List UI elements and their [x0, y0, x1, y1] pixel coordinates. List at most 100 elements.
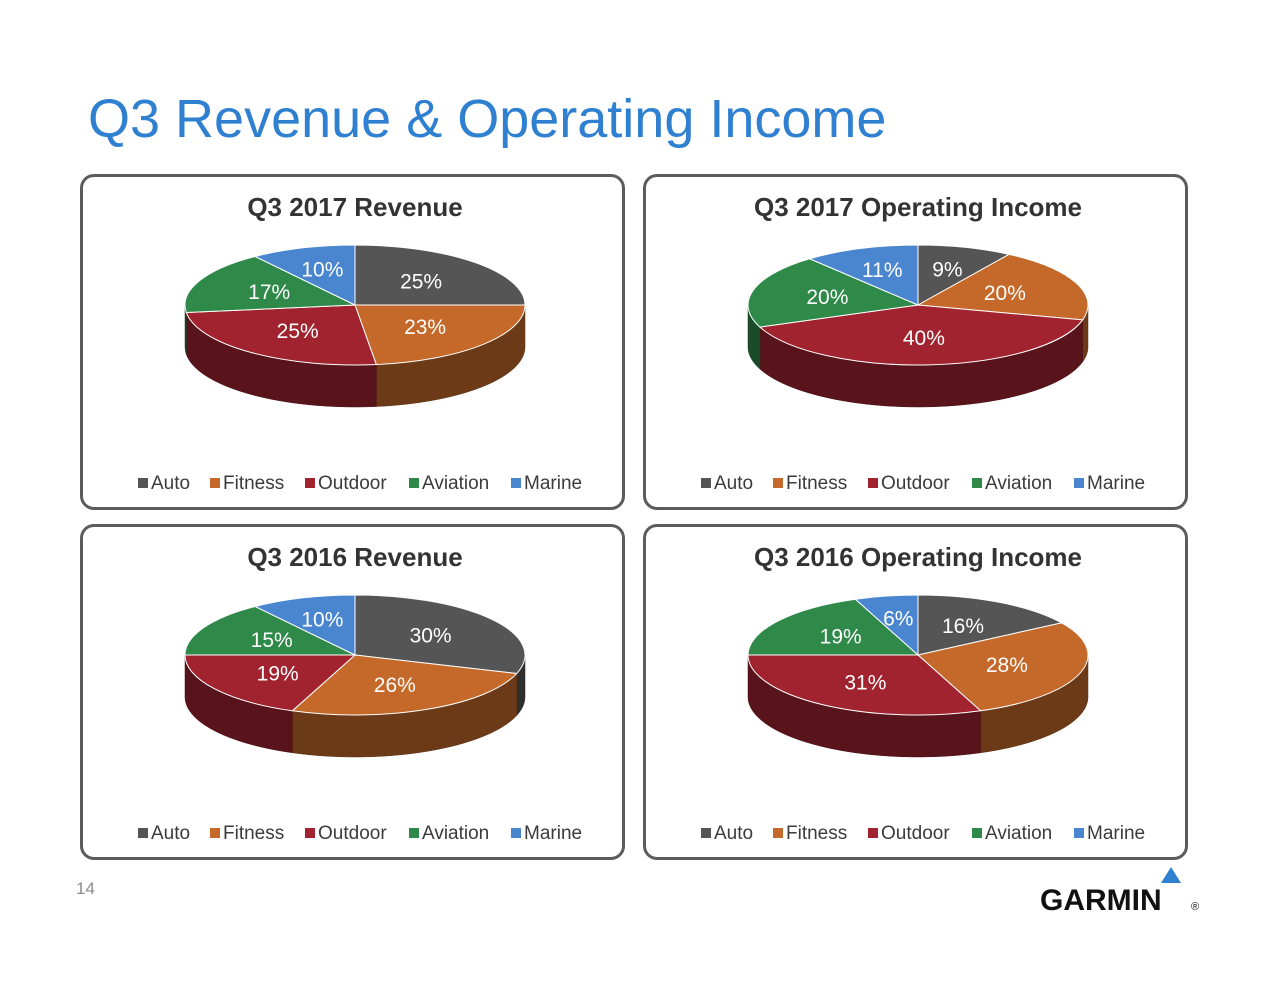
legend-label-marine: Marine	[1087, 473, 1145, 494]
pie-slice-auto	[917, 244, 1011, 306]
chart-legend: Auto Fitness Outdoor Aviation Marine	[701, 823, 1145, 844]
pie-slice-auto	[917, 594, 1063, 656]
legend-swatch-outdoor	[868, 828, 878, 838]
data-label-outdoor: 25%	[277, 320, 319, 343]
data-label-marine: 6%	[883, 608, 913, 631]
legend-label-auto: Auto	[714, 823, 753, 844]
pie-side-walls	[184, 654, 526, 758]
pie-slice-fitness	[916, 253, 1089, 321]
legend-label-aviation: Aviation	[422, 823, 489, 844]
pie-slices	[184, 594, 526, 716]
data-label-auto: 9%	[932, 258, 962, 281]
pie-slice-aviation	[184, 255, 356, 314]
pie-chart-q3-2017-operating-income: Q3 2017 Operating Income 9% 20% 40% 20% 11% Au…	[701, 192, 1145, 494]
legend-swatch-outdoor	[305, 828, 315, 838]
legend-swatch-aviation	[972, 478, 982, 488]
pie-slices	[747, 244, 1089, 366]
pie-slice-marine	[808, 244, 919, 306]
chart-title: Q3 2017 Revenue	[247, 192, 462, 222]
pie-slice-marine	[854, 594, 919, 657]
chart-panel-q3-2016-revenue: Q3 2016 Revenue 30% 26% 19% 15% 10% Auto Fitnes…	[80, 524, 625, 860]
pie-slices	[184, 244, 526, 366]
pie-slice-auto	[354, 594, 526, 675]
chart-title: Q3 2016 Operating Income	[754, 542, 1082, 572]
data-label-auto: 30%	[410, 625, 452, 648]
legend-label-outdoor: Outdoor	[318, 473, 387, 494]
pie-chart-q3-2016-operating-income: Q3 2016 Operating Income 16%28% 31% 19% 6% Au…	[701, 542, 1145, 844]
chart-panel-q3-2017-revenue: Q3 2017 Revenue 25% 23% 25% 17% 10% Auto Fitnes…	[80, 174, 625, 510]
legend-swatch-fitness	[210, 478, 220, 488]
data-label-auto: 16%	[942, 615, 984, 638]
legend-swatch-marine	[1074, 478, 1084, 488]
legend-swatch-outdoor	[868, 478, 878, 488]
data-label-aviation: 15%	[251, 629, 293, 652]
garmin-logo: GARMIN ®	[1040, 867, 1199, 914]
legend-label-aviation: Aviation	[985, 473, 1052, 494]
legend-label-aviation: Aviation	[985, 823, 1052, 844]
pie-slice-auto	[354, 244, 526, 306]
legend-swatch-fitness	[210, 828, 220, 838]
logo-wordmark: GARMIN	[1040, 884, 1162, 914]
legend-label-outdoor: Outdoor	[318, 823, 387, 844]
legend-swatch-auto	[701, 478, 711, 488]
data-label-outdoor: 40%	[903, 327, 945, 350]
legend-label-fitness: Fitness	[786, 473, 847, 494]
pie-slice-outdoor	[747, 654, 982, 716]
legend-swatch-aviation	[409, 828, 419, 838]
legend-swatch-outdoor	[305, 478, 315, 488]
chart-title: Q3 2016 Revenue	[247, 542, 462, 572]
data-label-outdoor: 19%	[257, 663, 299, 686]
data-label-marine: 11%	[862, 259, 902, 282]
legend-swatch-marine	[1074, 828, 1084, 838]
legend-swatch-auto	[138, 828, 148, 838]
pie-slice-outdoor	[185, 304, 378, 366]
chart-legend: Auto Fitness Outdoor Aviation Marine	[701, 473, 1145, 494]
page-number: 14	[76, 879, 95, 898]
data-label-outdoor: 31%	[844, 671, 886, 694]
legend-label-fitness: Fitness	[223, 473, 284, 494]
pie-slice-marine	[253, 244, 356, 306]
pie-slice-fitness	[916, 622, 1089, 712]
legend-label-auto: Auto	[151, 823, 190, 844]
pie-slice-aviation	[184, 605, 356, 656]
data-label-aviation: 20%	[806, 286, 848, 309]
legend-label-auto: Auto	[714, 473, 753, 494]
pie-slices	[747, 594, 1089, 716]
data-label-fitness: 26%	[374, 674, 416, 697]
legend-label-marine: Marine	[1087, 823, 1145, 844]
chart-panel-q3-2017-operating-income: Q3 2017 Operating Income 9% 20% 40% 20% 11% Au…	[643, 174, 1188, 510]
data-label-aviation: 19%	[820, 626, 862, 649]
legend-swatch-aviation	[409, 478, 419, 488]
pie-slice-outdoor	[184, 654, 357, 712]
data-label-aviation: 17%	[248, 281, 290, 304]
pie-slice-marine	[253, 594, 356, 656]
legend-label-outdoor: Outdoor	[881, 473, 950, 494]
pie-slice-aviation	[747, 258, 920, 328]
legend-swatch-auto	[138, 478, 148, 488]
data-label-marine: 10%	[301, 609, 343, 632]
pie-chart-q3-2017-revenue: Q3 2017 Revenue 25% 23% 25% 17% 10% Auto Fitnes…	[138, 192, 582, 494]
legend-swatch-marine	[511, 828, 521, 838]
legend-swatch-aviation	[972, 828, 982, 838]
legend-swatch-auto	[701, 828, 711, 838]
legend-label-marine: Marine	[524, 473, 582, 494]
pie-chart-q3-2016-revenue: Q3 2016 Revenue 30% 26% 19% 15% 10% Auto Fitnes…	[138, 542, 582, 844]
logo-triangle-icon	[1161, 867, 1181, 883]
chart-legend: Auto Fitness Outdoor Aviation Marine	[138, 823, 582, 844]
legend-label-fitness: Fitness	[223, 823, 284, 844]
data-label-fitness: 20%	[984, 282, 1026, 305]
pie-slice-fitness	[291, 654, 518, 716]
chart-legend: Auto Fitness Outdoor Aviation Marine	[138, 473, 582, 494]
logo-registered-mark: ®	[1191, 901, 1199, 913]
chart-panel-q3-2016-operating-income: Q3 2016 Operating Income 16% 28% 31% 19% 6% Au…	[643, 524, 1188, 860]
pie-slice-fitness	[354, 304, 526, 366]
legend-swatch-fitness	[773, 478, 783, 488]
legend-label-fitness: Fitness	[786, 823, 847, 844]
slide-title: Q3 Revenue & Operating Income	[88, 89, 887, 149]
chart-title: Q3 2017 Operating Income	[754, 192, 1082, 222]
data-label-marine: 10%	[301, 259, 343, 282]
pie-slice-outdoor	[758, 304, 1084, 366]
legend-label-outdoor: Outdoor	[881, 823, 950, 844]
legend-label-marine: Marine	[524, 823, 582, 844]
data-label-fitness: 23%	[404, 316, 446, 339]
